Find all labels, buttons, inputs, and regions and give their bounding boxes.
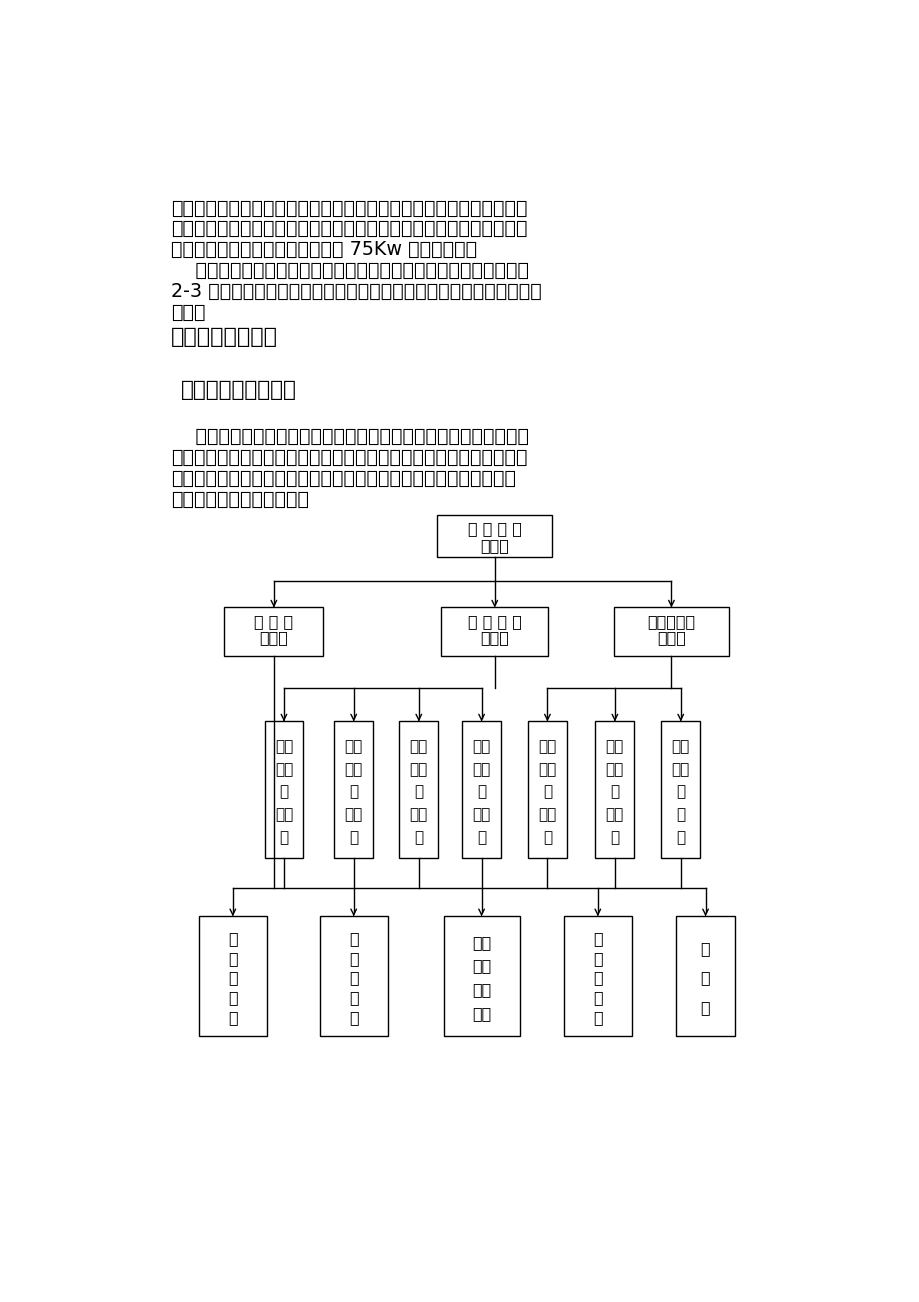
Bar [614, 608, 728, 656]
Text: 构、钻机传动系统、钻具、液压系统、喷粉系统、电器系统和自动计量: 构、钻机传动系统、钻具、液压系统、喷粉系统、电器系统和自动计量 [171, 219, 527, 238]
Text: 测量: 测量 [671, 762, 689, 777]
Text: 闫晓平: 闫晓平 [259, 630, 288, 646]
Text: 路: 路 [228, 931, 237, 945]
Text: 实现全面机械化施工，组建了完整的项目管理班子。为了施工队伍较好: 实现全面机械化施工，组建了完整的项目管理班子。为了施工队伍较好 [171, 448, 527, 467]
Text: 财 务 科: 财 务 科 [254, 613, 293, 629]
Text: 工: 工 [593, 991, 602, 1005]
Text: 施: 施 [348, 970, 358, 986]
Text: 子。具体组织机构见下图：: 子。具体组织机构见下图： [171, 490, 309, 509]
Text: 清理。: 清理。 [171, 302, 205, 322]
Bar [437, 516, 551, 557]
Text: 系统、空气压缩机。喷粉桩机由液压步履式底架、井架和导向加减压机: 系统、空气压缩机。喷粉桩机由液压步履式底架、井架和导向加减压机 [171, 199, 527, 217]
Bar [595, 721, 633, 858]
Bar [661, 721, 699, 858]
Text: 加: 加 [700, 940, 709, 956]
Text: 项目副经理: 项目副经理 [647, 613, 695, 629]
Text: 梁代: 梁代 [409, 807, 427, 823]
Text: 科: 科 [675, 785, 685, 799]
Text: 技术: 技术 [409, 762, 427, 777]
Text: 工程: 工程 [409, 738, 427, 754]
Text: 项 目 总 工: 项 目 总 工 [467, 613, 521, 629]
Text: 的配合项目部的管理工作，拟要求施工队伍组建下页图所示的施工班: 的配合项目部的管理工作，拟要求施工队伍组建下页图所示的施工班 [171, 469, 516, 488]
Text: 基: 基 [228, 950, 237, 966]
Text: 项 目 经 理: 项 目 经 理 [467, 521, 521, 536]
Text: （一）项目组织机构: （一）项目组织机构 [181, 380, 297, 400]
Text: 打印仪等部分组成。一台钻机配备 75Kw 的发电机组。: 打印仪等部分组成。一台钻机配备 75Kw 的发电机组。 [171, 240, 476, 259]
Bar [199, 917, 267, 1035]
Text: 队: 队 [593, 1010, 602, 1025]
Text: 梁: 梁 [348, 950, 358, 966]
Text: 计划: 计划 [538, 738, 556, 754]
Text: 综合: 综合 [275, 738, 293, 754]
Bar [265, 721, 303, 858]
Text: 红: 红 [542, 831, 551, 845]
Text: 三、施工总体部署: 三、施工总体部署 [171, 327, 278, 348]
Bar [441, 608, 548, 656]
Text: 陈兴: 陈兴 [538, 807, 556, 823]
Text: 陈: 陈 [675, 807, 685, 823]
Bar [528, 721, 566, 858]
Text: （通: （通 [471, 958, 491, 974]
Text: 朱永: 朱永 [345, 807, 362, 823]
Text: 试验: 试验 [605, 762, 623, 777]
Text: 工程: 工程 [671, 738, 689, 754]
Bar [443, 917, 519, 1035]
Text: 队: 队 [348, 1010, 358, 1025]
Bar [224, 608, 323, 656]
Text: 厂: 厂 [700, 1000, 709, 1016]
Text: 科: 科 [542, 785, 551, 799]
Text: 冗: 冗 [675, 831, 685, 845]
Text: 2-3 个施工班组，施工队伍中配置适当的机械设备进行施工场地的平整: 2-3 个施工班组，施工队伍中配置适当的机械设备进行施工场地的平整 [171, 281, 541, 301]
Text: 根据本合同段工程数量，拟组建一个施工队伍，其下根据需要分成: 根据本合同段工程数量，拟组建一个施工队伍，其下根据需要分成 [171, 260, 528, 280]
Text: 工: 工 [348, 991, 358, 1005]
Text: 龙运卫: 龙运卫 [480, 538, 508, 553]
Text: 平: 平 [348, 831, 357, 845]
Text: 科: 科 [476, 785, 485, 799]
Text: 高腾波: 高腾波 [480, 630, 508, 646]
Text: 道）: 道） [471, 983, 491, 997]
Text: 桥: 桥 [348, 931, 358, 945]
Text: 室: 室 [609, 785, 618, 799]
Text: 施: 施 [593, 970, 602, 986]
Text: 办公: 办公 [275, 762, 293, 777]
Text: 工: 工 [228, 991, 237, 1005]
Text: 安全: 安全 [345, 762, 362, 777]
Bar [675, 917, 733, 1035]
Text: 刚: 刚 [609, 831, 618, 845]
Text: 质量: 质量 [345, 738, 362, 754]
Text: 设备: 设备 [472, 762, 490, 777]
Text: 科: 科 [348, 785, 357, 799]
Text: 涵洞: 涵洞 [471, 935, 491, 949]
Text: 材料: 材料 [472, 738, 490, 754]
Bar [319, 917, 388, 1035]
Text: 统计: 统计 [538, 762, 556, 777]
Text: 施工: 施工 [471, 1006, 491, 1021]
Text: 室: 室 [279, 785, 289, 799]
Text: 队: 队 [228, 1010, 237, 1025]
Text: 工: 工 [700, 970, 709, 986]
Text: 黄明: 黄明 [275, 807, 293, 823]
Text: 科: 科 [414, 785, 423, 799]
Text: 斌: 斌 [414, 831, 423, 845]
Text: 工程: 工程 [605, 738, 623, 754]
Bar [563, 917, 631, 1035]
Text: 软: 软 [593, 931, 602, 945]
Bar [399, 721, 437, 858]
Text: 施: 施 [228, 970, 237, 986]
Text: 华: 华 [476, 831, 485, 845]
Text: 新: 新 [279, 831, 289, 845]
Bar [334, 721, 373, 858]
Text: 基: 基 [593, 950, 602, 966]
Text: 李木林: 李木林 [656, 630, 686, 646]
Bar [461, 721, 501, 858]
Text: 魏振: 魏振 [472, 807, 490, 823]
Text: 陈新: 陈新 [605, 807, 623, 823]
Text: 我标段为了保证粉喷桩软基处理工程的施工质量，加快施工进度，: 我标段为了保证粉喷桩软基处理工程的施工质量，加快施工进度， [171, 427, 528, 447]
